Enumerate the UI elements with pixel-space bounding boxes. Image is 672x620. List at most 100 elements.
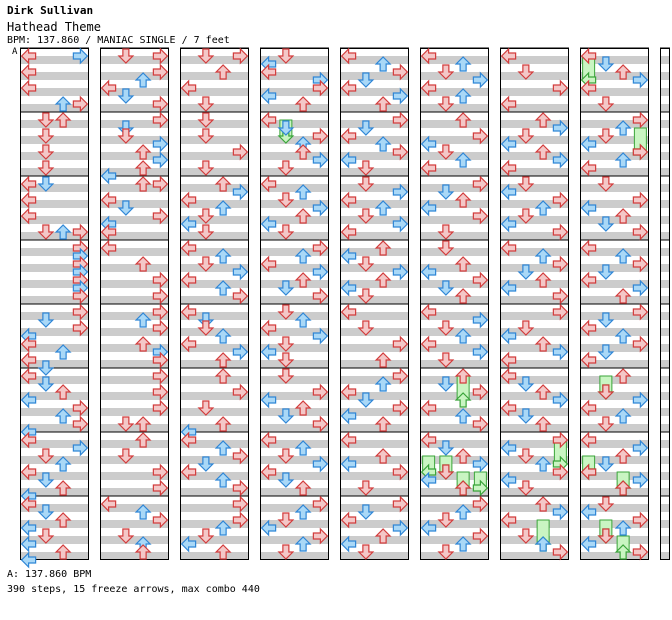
beat-stripe xyxy=(660,456,670,464)
blue-step-arrow xyxy=(437,184,455,200)
beat-stripe xyxy=(660,472,670,480)
beat-stripe xyxy=(580,328,649,336)
red-step-arrow xyxy=(340,127,357,145)
red-step-arrow xyxy=(437,352,455,368)
blue-step-arrow xyxy=(357,392,375,408)
red-step-arrow xyxy=(72,287,89,305)
beat-stripe xyxy=(660,504,670,512)
beat-stripe xyxy=(180,248,249,256)
blue-step-arrow xyxy=(357,120,375,136)
red-step-arrow xyxy=(472,527,489,545)
blue-step-arrow xyxy=(597,216,615,232)
red-step-arrow xyxy=(437,320,455,336)
blue-step-arrow xyxy=(374,376,392,392)
beat-stripe xyxy=(420,72,489,80)
beat-stripe xyxy=(100,520,169,528)
blue-step-arrow xyxy=(312,455,329,473)
red-step-arrow xyxy=(214,176,232,192)
beat-stripe xyxy=(580,344,649,352)
beat-stripe xyxy=(180,232,249,240)
red-step-arrow xyxy=(534,112,552,128)
beat-stripe xyxy=(580,88,649,96)
red-step-arrow xyxy=(420,159,437,177)
blue-step-arrow xyxy=(277,280,295,296)
red-step-arrow xyxy=(357,160,375,176)
red-step-arrow xyxy=(180,335,197,353)
red-step-arrow xyxy=(374,96,392,112)
beat-stripe xyxy=(340,488,409,496)
red-step-arrow xyxy=(552,191,569,209)
blue-step-arrow xyxy=(340,407,357,425)
beat-stripe xyxy=(100,536,169,544)
blue-step-arrow xyxy=(232,343,249,361)
beat-stripe xyxy=(180,104,249,112)
red-step-arrow xyxy=(552,463,569,481)
beat-stripe xyxy=(100,184,169,192)
red-step-arrow xyxy=(277,304,295,320)
beat-stripe xyxy=(660,392,670,400)
red-step-arrow xyxy=(580,463,597,481)
red-step-arrow xyxy=(312,415,329,433)
beat-stripe xyxy=(660,184,670,192)
red-step-arrow xyxy=(134,160,152,176)
bpm-marker: A xyxy=(12,47,18,57)
red-step-arrow xyxy=(312,495,329,513)
beat-stripe xyxy=(260,552,329,560)
beat-stripe xyxy=(580,56,649,64)
beat-stripe xyxy=(100,56,169,64)
beat-stripe xyxy=(100,280,169,288)
blue-step-arrow xyxy=(500,215,517,233)
beat-stripe xyxy=(100,120,169,128)
red-step-arrow xyxy=(20,351,37,369)
red-step-arrow xyxy=(180,431,197,449)
beat-stripe xyxy=(260,376,329,384)
beat-stripe xyxy=(20,88,89,96)
beat-stripe xyxy=(420,200,489,208)
red-step-arrow xyxy=(500,47,517,65)
blue-step-arrow xyxy=(517,264,535,280)
red-step-arrow xyxy=(437,464,455,480)
beat-stripe xyxy=(660,520,670,528)
blue-step-arrow xyxy=(534,456,552,472)
beat-stripe xyxy=(260,120,329,128)
red-step-arrow xyxy=(632,223,649,241)
beat-stripe xyxy=(180,360,249,368)
blue-step-arrow xyxy=(500,439,517,457)
blue-step-arrow xyxy=(260,87,277,105)
beat-stripe xyxy=(340,472,409,480)
blue-step-arrow xyxy=(214,200,232,216)
red-step-arrow xyxy=(500,95,517,113)
beat-stripe xyxy=(180,136,249,144)
beat-stripe xyxy=(340,88,409,96)
blue-step-arrow xyxy=(454,536,472,552)
red-step-arrow xyxy=(260,255,277,273)
beat-stripe xyxy=(500,312,569,320)
red-step-arrow xyxy=(552,79,569,97)
beat-stripe xyxy=(180,520,249,528)
beat-stripe xyxy=(660,72,670,80)
red-step-arrow xyxy=(20,47,37,65)
beat-stripe xyxy=(660,328,670,336)
red-step-arrow xyxy=(534,384,552,400)
red-step-arrow xyxy=(277,352,295,368)
beat-stripe xyxy=(100,488,169,496)
beat-stripe xyxy=(500,488,569,496)
beat-stripe xyxy=(420,376,489,384)
beat-stripe xyxy=(20,440,89,448)
beat-stripe xyxy=(660,424,670,432)
red-step-arrow xyxy=(277,512,295,528)
red-step-arrow xyxy=(437,64,455,80)
beat-stripe xyxy=(180,424,249,432)
blue-step-arrow xyxy=(614,408,632,424)
red-step-arrow xyxy=(214,352,232,368)
beat-stripe xyxy=(180,280,249,288)
blue-step-arrow xyxy=(517,376,535,392)
red-step-arrow xyxy=(374,352,392,368)
beat-stripe xyxy=(340,504,409,512)
beat-stripe xyxy=(20,376,89,384)
beat-stripe xyxy=(260,392,329,400)
beat-stripe xyxy=(500,232,569,240)
red-step-arrow xyxy=(392,399,409,417)
red-step-arrow xyxy=(294,208,312,224)
beat-stripe xyxy=(660,168,670,176)
